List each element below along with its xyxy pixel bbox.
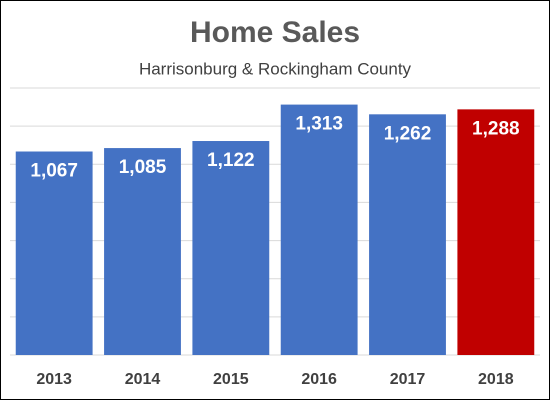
bar bbox=[104, 148, 181, 355]
chart-subtitle: Harrisonburg & Rockingham County bbox=[139, 59, 412, 78]
x-tick-label: 2016 bbox=[301, 371, 337, 388]
x-tick-label: 2017 bbox=[390, 371, 426, 388]
bar bbox=[280, 104, 358, 356]
data-label: 1,313 bbox=[295, 114, 343, 135]
chart-title: Home Sales bbox=[190, 16, 360, 49]
bar bbox=[15, 151, 93, 355]
bar bbox=[192, 141, 270, 355]
x-tick-label: 2014 bbox=[125, 371, 161, 388]
data-label: 1,288 bbox=[472, 118, 520, 139]
data-label: 1,085 bbox=[119, 157, 167, 178]
x-tick-label: 2015 bbox=[213, 371, 249, 388]
bar bbox=[369, 114, 446, 355]
data-label: 1,122 bbox=[207, 150, 255, 171]
data-label: 1,262 bbox=[384, 123, 432, 144]
bar bbox=[457, 109, 535, 355]
x-tick-label: 2018 bbox=[478, 371, 514, 388]
x-tick-label: 2013 bbox=[36, 371, 72, 388]
data-label: 1,067 bbox=[30, 161, 78, 182]
